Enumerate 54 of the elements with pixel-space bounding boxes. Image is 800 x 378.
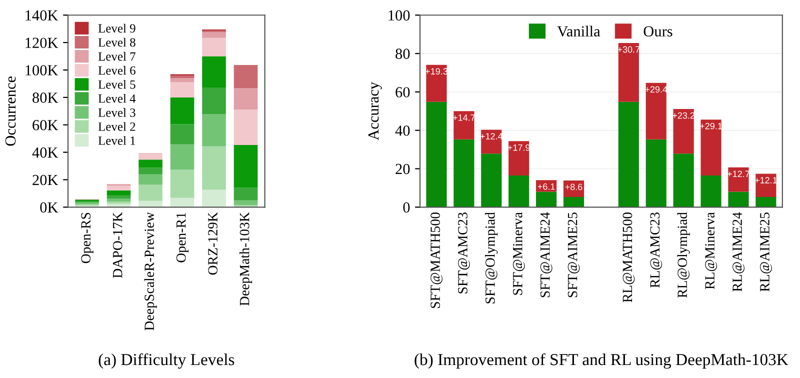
y-tick-label: 20K: [32, 174, 58, 186]
x-tick-label: DeepScaleR-Preview: [144, 212, 157, 330]
x-tick-label: RL@MATH500: [622, 212, 635, 302]
x-tick-label: SFT@AIME25: [568, 212, 580, 298]
legend-label: Level 7: [98, 52, 136, 61]
y-tick-label: 80K: [32, 92, 58, 103]
text: (a) Difficulty Levels: [98, 353, 234, 369]
x-tick-label: SFT@Olympiad: [485, 212, 498, 304]
x-tick-label: RL@AMC23: [650, 212, 662, 288]
data-label: +19.3: [425, 68, 448, 75]
x-tick-label: Open-RS: [81, 212, 94, 264]
data-label: +29.1: [700, 122, 722, 130]
x-tick-label: SFT@AMC23: [458, 212, 470, 294]
x-tick-label: Open-R1: [176, 212, 189, 262]
x-tick-label: RL@AIME25: [760, 212, 772, 292]
y-tick-label: 100K: [26, 65, 58, 76]
y-tick-label: 140K: [26, 10, 58, 21]
x-tick-label: DAPO-17K: [112, 212, 122, 278]
x-tick-label: SFT@AIME24: [540, 212, 552, 298]
legend-label: Level 4: [98, 94, 136, 103]
y-tick-label: 20: [396, 164, 410, 174]
x-tick-label: SFT@MATH500: [430, 212, 442, 308]
legend-label: Level 1: [98, 136, 136, 145]
y-tick-label: 0K: [40, 202, 58, 213]
legend-label: Level 3: [98, 108, 136, 117]
y-axis-title: Occurrence: [5, 76, 16, 146]
data-label: +12.7: [727, 170, 750, 178]
legend-label: Level 9: [98, 24, 136, 33]
x-tick-label: DeepMath-103K: [239, 212, 252, 306]
legend-label: Level 8: [98, 38, 136, 47]
legend-label: Vanilla: [557, 26, 600, 37]
y-axis-title: Accuracy: [368, 82, 382, 140]
y-tick-label: 60K: [32, 120, 58, 130]
legend-label: Level 6: [98, 66, 136, 75]
x-tick-label: RL@AIME24: [732, 212, 744, 292]
x-tick-label: SFT@Minerva: [512, 212, 525, 295]
text: (b) Improvement of SFT and RL using DeepMath-103K: [414, 353, 788, 369]
x-tick-label: ORZ-129K: [208, 212, 218, 275]
data-label: +6.1: [538, 183, 555, 190]
y-tick-label: 60: [396, 87, 410, 98]
y-tick-label: 100: [388, 10, 410, 21]
data-label: +23.2: [672, 112, 695, 119]
data-label: +14.7: [452, 114, 475, 121]
legend-label: Ours: [644, 26, 672, 37]
legend-label: Level 5: [98, 80, 136, 89]
y-tick-label: 40: [395, 125, 410, 136]
y-tick-label: 0: [403, 202, 410, 213]
x-tick-label: RL@Minerva: [705, 212, 717, 290]
legend-label: Level 2: [98, 122, 136, 131]
y-tick-label: 120K: [26, 38, 58, 48]
data-label: +8.6: [565, 184, 582, 190]
y-tick-label: 40K: [32, 147, 58, 158]
x-tick-label: RL@Olympiad: [677, 212, 690, 298]
y-tick-label: 80: [396, 48, 410, 59]
